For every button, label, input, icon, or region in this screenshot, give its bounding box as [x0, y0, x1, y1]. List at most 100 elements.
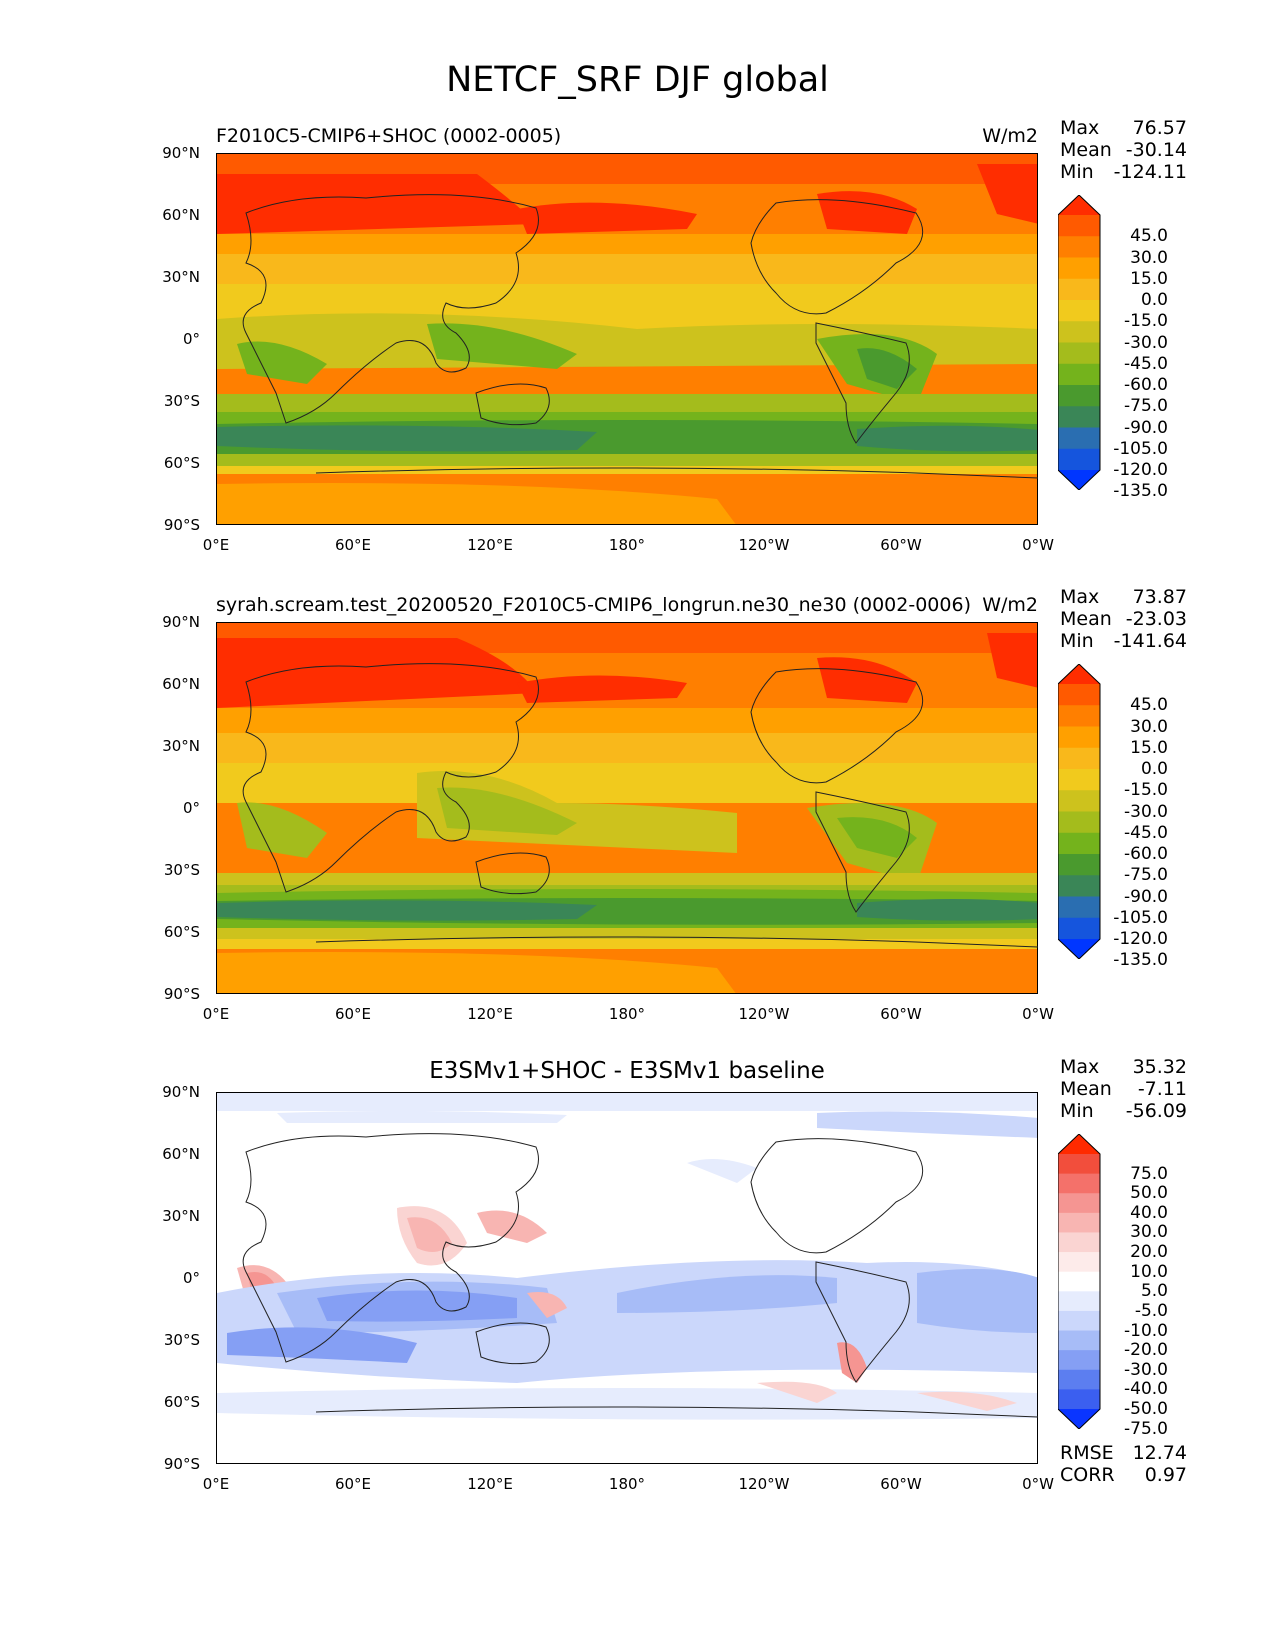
colorbar-extend-top	[1058, 195, 1100, 215]
panel-3-ytick-30s: 30°S	[163, 1331, 200, 1349]
colorbar-segment	[1058, 1271, 1100, 1292]
panel-2-ytick-30n: 30°N	[162, 737, 200, 755]
panel-3-colorbar	[1058, 1134, 1102, 1429]
colorbar-tick-label: -30.0	[1124, 801, 1168, 822]
colorbar-segment	[1058, 1212, 1100, 1233]
colorbar-tick-label: -5.0	[1134, 1300, 1168, 1321]
panel-1-ytick-90s: 90°S	[163, 516, 200, 534]
colorbar-segment	[1058, 1173, 1100, 1194]
colorbar-tick-label: 40.0	[1130, 1202, 1168, 1223]
colorbar-tick-label: -15.0	[1124, 311, 1168, 332]
colorbar-tick-label: 30.0	[1130, 247, 1168, 268]
colorbar-tick-label: -30.0	[1124, 332, 1168, 353]
panel-1-coastlines	[242, 194, 1038, 479]
panel-2-title-left: syrah.scream.test_20200520_F2010C5-CMIP6…	[216, 594, 971, 616]
panel-1-xtick-180: 180°	[608, 536, 646, 554]
panel-3-ytick-90n: 90°N	[162, 1083, 200, 1101]
panel-1-max-value: 76.57	[1132, 117, 1187, 139]
panel-1-xtick-120e: 120°E	[467, 536, 513, 554]
panel-3-xtick-180: 180°	[608, 1475, 646, 1493]
colorbar-tick-label: -50.0	[1124, 1399, 1168, 1419]
panel-1-ytick-0: 0°	[182, 330, 200, 348]
panel-1-xtick-0e: 0°E	[202, 536, 230, 554]
panel-1-units: W/m2	[982, 125, 1038, 147]
colorbar-segment	[1058, 406, 1100, 428]
panel-2-colorbar	[1058, 664, 1102, 959]
colorbar-outline	[1058, 1134, 1101, 1429]
panel-1-ytick-60n: 60°N	[162, 206, 200, 224]
colorbar-segment	[1058, 278, 1100, 301]
panel-3-mean-value: -7.11	[1137, 1078, 1187, 1100]
colorbar-segment	[1058, 1252, 1100, 1273]
colorbar-segment	[1058, 427, 1100, 450]
panel-1-max-label: Max	[1060, 117, 1100, 139]
colorbar-tick-label: -45.0	[1124, 822, 1168, 843]
panel-3-ytick-60s: 60°S	[163, 1393, 200, 1411]
colorbar-tick-label: 15.0	[1130, 737, 1168, 758]
colorbar-tick-label: -75.0	[1124, 1418, 1168, 1439]
colorbar-extend-top	[1058, 664, 1100, 684]
colorbar-extend-bottom	[1058, 1409, 1100, 1429]
panel-2-xtick-120w: 120°W	[738, 1005, 790, 1023]
panel-1-xtick-120w: 120°W	[738, 536, 790, 554]
panel-2-ytick-60n: 60°N	[162, 675, 200, 693]
panel-1-xtick-60e: 60°E	[334, 536, 372, 554]
colorbar-tick-label: -75.0	[1124, 865, 1168, 886]
colorbar-segment	[1058, 705, 1100, 727]
colorbar-tick-label: -30.0	[1124, 1359, 1168, 1380]
colorbar-tick-label: -135.0	[1113, 481, 1168, 502]
colorbar-tick-label: -120.0	[1113, 460, 1168, 480]
colorbar-segment	[1058, 896, 1100, 919]
colorbar-segment	[1058, 875, 1100, 897]
colorbar-segment	[1058, 1310, 1100, 1332]
colorbar-tick-label: -105.0	[1113, 907, 1168, 928]
colorbar-segment	[1058, 917, 1100, 940]
colorbar-segment	[1058, 726, 1100, 749]
colorbar-segment	[1058, 321, 1100, 343]
colorbar-tick-label: -45.0	[1124, 353, 1168, 374]
panel-2-xtick-60e: 60°E	[334, 1005, 372, 1023]
colorbar-tick-label: 45.0	[1130, 695, 1168, 716]
panel-1-ytick-30n: 30°N	[162, 268, 200, 286]
colorbar-tick-label: 5.0	[1140, 1281, 1168, 1302]
panel-2-min-value: -141.64	[1113, 630, 1187, 652]
panel-1-mean-label: Mean	[1060, 139, 1112, 161]
colorbar-segment	[1058, 1291, 1100, 1312]
panel-2-ytick-90n: 90°N	[162, 613, 200, 631]
panel-1-colorbar	[1058, 195, 1102, 490]
colorbar-segment	[1058, 236, 1100, 258]
colorbar-tick-label: -90.0	[1124, 417, 1168, 438]
colorbar-segment	[1058, 1154, 1100, 1175]
colorbar-tick-label: -105.0	[1113, 438, 1168, 459]
colorbar-segment	[1058, 1350, 1100, 1371]
panel-3-map	[216, 1092, 1038, 1464]
panel-3-xtick-0w: 0°W	[1022, 1475, 1054, 1493]
panel-3-ytick-60n: 60°N	[162, 1145, 200, 1163]
colorbar-tick-label: 45.0	[1130, 226, 1168, 247]
panel-2-xtick-60w: 60°W	[880, 1005, 922, 1023]
colorbar-segment	[1058, 1330, 1100, 1351]
colorbar-segment	[1058, 448, 1100, 471]
panel-2-ytick-90s: 90°S	[163, 985, 200, 1003]
panel-1-ytick-90n: 90°N	[162, 144, 200, 162]
panel-2-map	[216, 622, 1038, 994]
panel-2-mean-value: -23.03	[1125, 608, 1187, 630]
panel-3-ytick-90s: 90°S	[163, 1455, 200, 1473]
panel-3-colorbar-bar	[1058, 1134, 1101, 1429]
panel-2-max-label: Max	[1060, 586, 1100, 608]
colorbar-segment	[1058, 769, 1100, 791]
panel-1-min-value: -124.11	[1113, 161, 1187, 183]
panel-3-xtick-120w: 120°W	[738, 1475, 790, 1493]
panel-1-ytick-30s: 30°S	[163, 392, 200, 410]
panel-3-xtick-60e: 60°E	[334, 1475, 372, 1493]
panel-1-mean-value: -30.14	[1125, 139, 1187, 161]
panel-2-mean-label: Mean	[1060, 608, 1112, 630]
colorbar-segment	[1058, 811, 1100, 834]
panel-3-corr-label: CORR	[1060, 1464, 1115, 1486]
colorbar-segment	[1058, 385, 1100, 407]
colorbar-segment	[1058, 1232, 1100, 1253]
panel-2-ytick-60s: 60°S	[163, 923, 200, 941]
panel-3-corr-value: 0.97	[1144, 1464, 1187, 1486]
panel-2-field	[217, 623, 1037, 993]
colorbar-tick-label: 50.0	[1130, 1183, 1168, 1204]
